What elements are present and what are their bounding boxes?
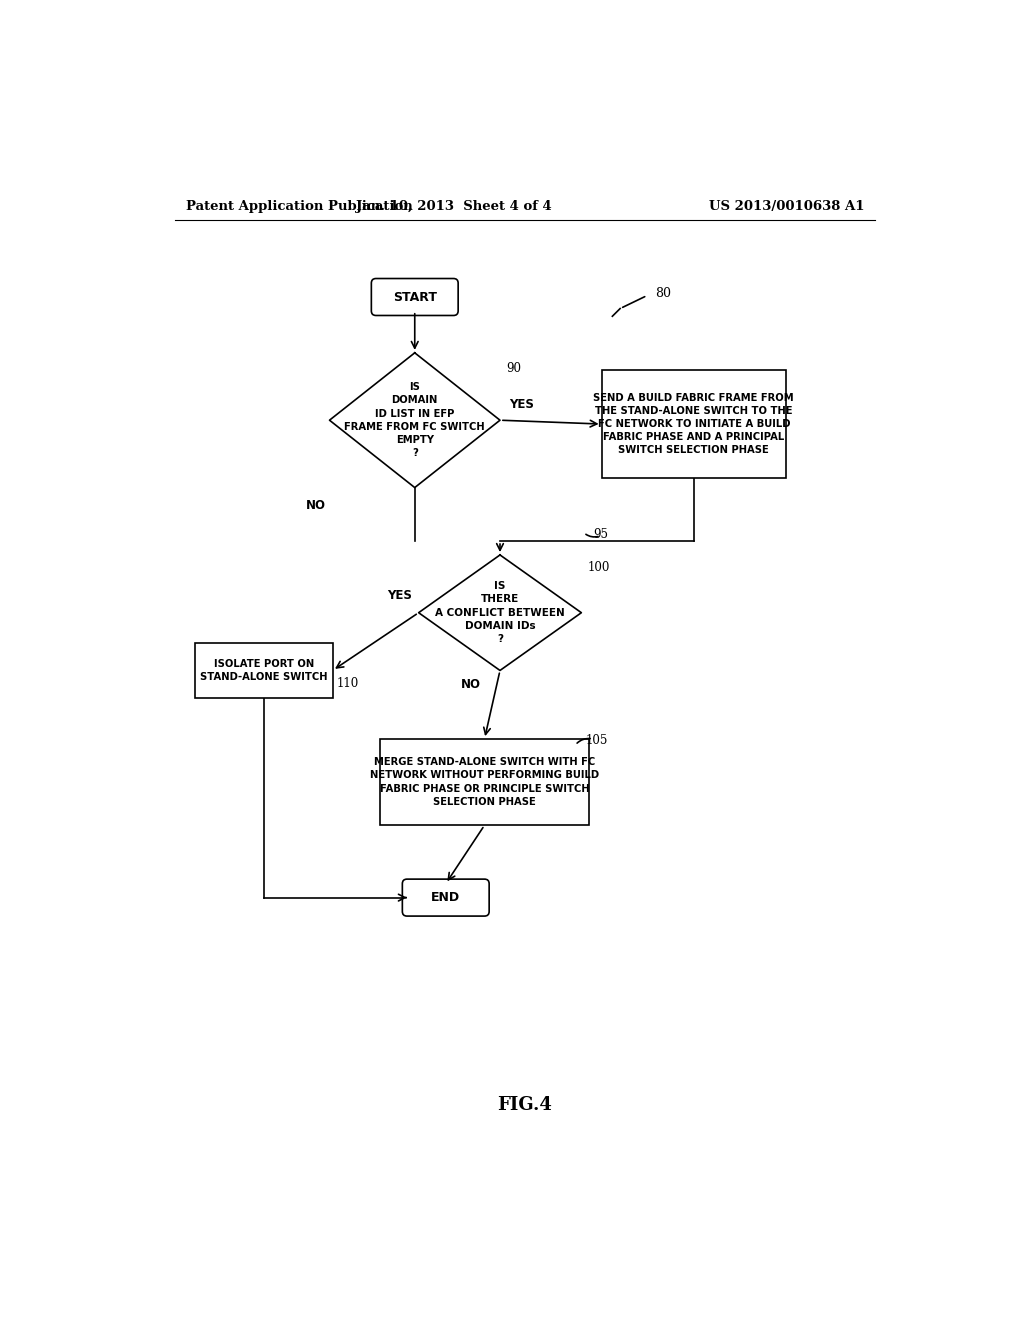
Text: 100: 100 xyxy=(588,561,610,574)
Text: IS
THERE
A CONFLICT BETWEEN
DOMAIN IDs
?: IS THERE A CONFLICT BETWEEN DOMAIN IDs ? xyxy=(435,581,565,644)
Text: 95: 95 xyxy=(593,528,608,541)
Text: 80: 80 xyxy=(655,286,671,300)
Text: 90: 90 xyxy=(506,362,521,375)
Text: US 2013/0010638 A1: US 2013/0010638 A1 xyxy=(709,199,864,213)
FancyBboxPatch shape xyxy=(372,279,458,315)
Text: MERGE STAND-ALONE SWITCH WITH FC
NETWORK WITHOUT PERFORMING BUILD
FABRIC PHASE O: MERGE STAND-ALONE SWITCH WITH FC NETWORK… xyxy=(370,758,599,807)
Text: YES: YES xyxy=(387,589,413,602)
Text: NO: NO xyxy=(305,499,326,512)
Bar xyxy=(601,370,786,478)
Text: 110: 110 xyxy=(337,677,358,689)
Text: Jan. 10, 2013  Sheet 4 of 4: Jan. 10, 2013 Sheet 4 of 4 xyxy=(355,199,551,213)
Text: Patent Application Publication: Patent Application Publication xyxy=(186,199,413,213)
Bar xyxy=(380,739,589,825)
Text: IS
DOMAIN
ID LIST IN EFP
FRAME FROM FC SWITCH
EMPTY
?: IS DOMAIN ID LIST IN EFP FRAME FROM FC S… xyxy=(344,383,485,458)
Text: 105: 105 xyxy=(586,734,607,747)
FancyBboxPatch shape xyxy=(402,879,489,916)
Text: NO: NO xyxy=(461,678,480,692)
Text: END: END xyxy=(431,891,461,904)
Bar xyxy=(195,643,333,698)
Text: ISOLATE PORT ON
STAND-ALONE SWITCH: ISOLATE PORT ON STAND-ALONE SWITCH xyxy=(200,659,328,682)
Text: SEND A BUILD FABRIC FRAME FROM
THE STAND-ALONE SWITCH TO THE
FC NETWORK TO INITI: SEND A BUILD FABRIC FRAME FROM THE STAND… xyxy=(594,392,794,455)
Text: START: START xyxy=(393,290,437,304)
Text: FIG.4: FIG.4 xyxy=(498,1097,552,1114)
Text: YES: YES xyxy=(509,397,535,411)
